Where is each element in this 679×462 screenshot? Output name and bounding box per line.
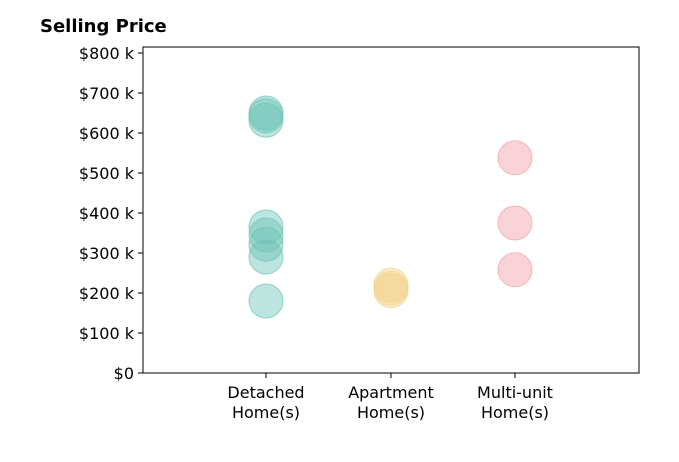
data-point (497, 140, 533, 176)
y-tick-label: $800 k (79, 44, 135, 63)
x-tick-label: Detached Home(s) (227, 383, 304, 422)
y-tick-label: $200 k (79, 284, 135, 303)
y-tick-label: $400 k (79, 204, 135, 223)
x-tick-label-line: Apartment (348, 383, 434, 402)
x-tick-label-line: Home(s) (481, 403, 549, 422)
data-point (248, 239, 284, 275)
x-tick-label: Apartment Home(s) (348, 383, 434, 422)
data-point (248, 102, 284, 138)
y-tick-label: $0 (114, 364, 134, 383)
x-tick-label-line: Home(s) (232, 403, 300, 422)
data-point (497, 205, 533, 241)
x-tick-label-line: Detached (227, 383, 304, 402)
data-point (373, 273, 409, 309)
data-point (248, 98, 284, 134)
y-tick-label: $300 k (79, 244, 135, 263)
plot-frame (142, 46, 640, 374)
x-tick-label-line: Home(s) (357, 403, 425, 422)
data-point (248, 217, 284, 253)
y-tick-label: $600 k (79, 124, 135, 143)
data-point (248, 226, 284, 262)
x-tick-label: Multi-unit Home(s) (477, 383, 553, 422)
x-tick-label-line: Multi-unit (477, 383, 553, 402)
data-point (248, 283, 284, 319)
chart-title: Selling Price (40, 16, 167, 37)
y-tick-label: $100 k (79, 324, 135, 343)
y-tick-label: $700 k (79, 84, 135, 103)
y-tick-label: $500 k (79, 164, 135, 183)
data-point (497, 252, 533, 288)
